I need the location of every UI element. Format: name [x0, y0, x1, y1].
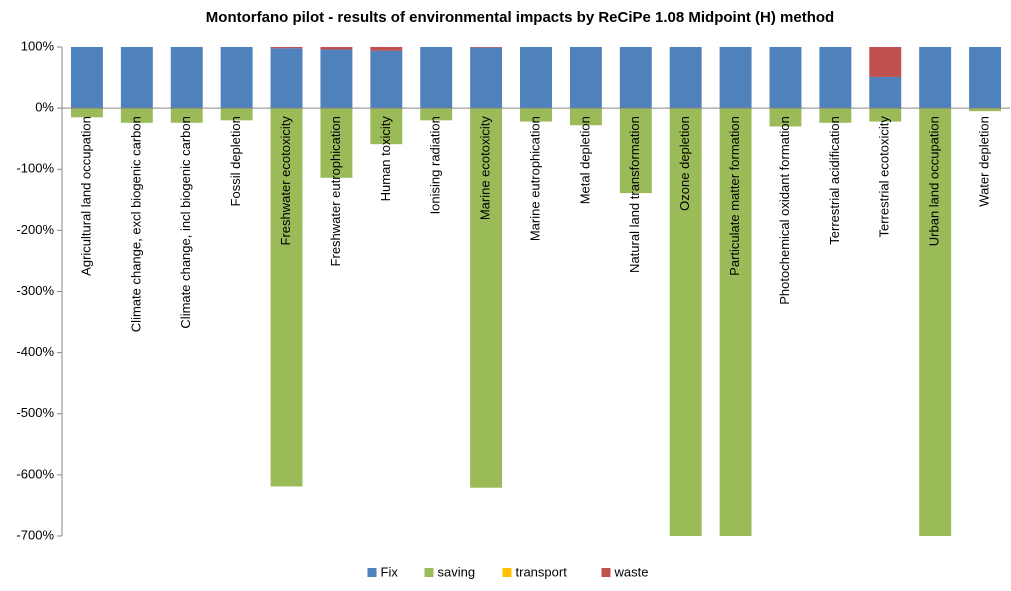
x-tick-label: Climate change, excl biogenic carbon: [128, 116, 143, 332]
bar-segment: [869, 47, 902, 77]
bar-segment: [470, 47, 503, 48]
bar-segment: [869, 76, 902, 109]
bar-segment: [370, 50, 403, 109]
bar-segment: [420, 108, 453, 121]
x-tick-label: Terrestrial ecotoxicity: [877, 116, 892, 238]
y-tick-label: -300%: [16, 283, 54, 298]
bar-segment: [370, 108, 403, 145]
y-tick-label: -500%: [16, 405, 54, 420]
bar-segment: [819, 47, 852, 109]
legend-swatch: [601, 568, 611, 577]
bar-segment: [769, 47, 802, 109]
bar-segment: [669, 47, 702, 109]
x-tick-label: Metal depletion: [577, 116, 592, 204]
bar-segment: [569, 47, 602, 109]
x-tick-label: Particulate matter formation: [727, 116, 742, 276]
bar-segment: [70, 108, 103, 118]
bar-segment: [220, 47, 253, 109]
bar-segment: [769, 108, 802, 127]
bar-segment: [520, 47, 552, 109]
x-tick-label: Water depletion: [976, 116, 991, 207]
bar-segment: [170, 47, 203, 109]
bar-segment: [919, 47, 952, 109]
bar-segment: [819, 108, 852, 123]
legend-label: transport: [516, 564, 568, 579]
y-tick-label: -100%: [16, 161, 54, 176]
legend-swatch: [424, 568, 434, 577]
bar-segment: [669, 108, 702, 536]
x-tick-label: Marine eutrophication: [527, 116, 542, 241]
x-tick-label: Freshwater eutrophication: [328, 116, 343, 266]
bar-segment: [320, 108, 353, 178]
bar-segment: [270, 47, 303, 49]
bar-segment: [719, 108, 752, 536]
bar-segment: [170, 108, 203, 123]
bar-segment: [919, 108, 952, 536]
x-tick-label: Agricultural land occupation: [78, 116, 93, 276]
bar-segment: [270, 108, 303, 487]
bar-segment: [370, 47, 403, 51]
legend-label: saving: [438, 564, 476, 579]
bar-segment: [420, 47, 453, 109]
legend-swatch: [502, 568, 512, 577]
y-tick-label: 0%: [35, 100, 54, 115]
y-tick-label: -200%: [16, 222, 54, 237]
x-tick-label: Ozone depletion: [677, 116, 692, 211]
bar-segment: [470, 47, 503, 109]
x-tick-label: Urban land occupation: [927, 116, 942, 246]
bar-segment: [270, 48, 303, 109]
x-tick-label: Human toxicity: [378, 116, 393, 202]
bar-segment: [969, 47, 1002, 109]
x-tick-label: Freshwater ecotoxicity: [278, 116, 293, 246]
x-tick-label: Ionising radiation: [428, 116, 443, 214]
chart-title: Montorfano pilot - results of environmen…: [206, 9, 834, 26]
x-tick-label: Climate change, incl biogenic carbon: [178, 116, 193, 328]
bar-segment: [619, 108, 652, 194]
bar-segment: [470, 108, 503, 488]
legend-label: waste: [614, 564, 649, 579]
bar-segment: [120, 108, 153, 123]
x-tick-label: Terrestrial acidification: [827, 116, 842, 245]
legend-label: Fix: [381, 564, 399, 579]
y-tick-label: -600%: [16, 466, 54, 481]
bar-segment: [70, 47, 103, 109]
x-tick-label: Photochemical oxidant formation: [777, 116, 792, 305]
x-tick-label: Marine ecotoxicity: [478, 116, 493, 221]
bar-segment: [120, 47, 153, 109]
bar-segment: [220, 108, 253, 121]
y-tick-label: 100%: [21, 38, 55, 53]
y-tick-label: -700%: [16, 527, 54, 542]
bar-segment: [320, 47, 353, 50]
bar-segment: [619, 47, 652, 109]
bar-segment: [569, 108, 602, 126]
bar-segment: [969, 108, 1002, 112]
legend-swatch: [367, 568, 377, 577]
y-tick-label: -400%: [16, 344, 54, 359]
bar-segment: [719, 47, 752, 109]
bar-segment: [520, 108, 552, 122]
x-tick-label: Natural land transformation: [627, 116, 642, 273]
x-tick-label: Fossil depletion: [228, 116, 243, 206]
bar-segment: [869, 108, 902, 122]
bar-segment: [320, 49, 353, 109]
